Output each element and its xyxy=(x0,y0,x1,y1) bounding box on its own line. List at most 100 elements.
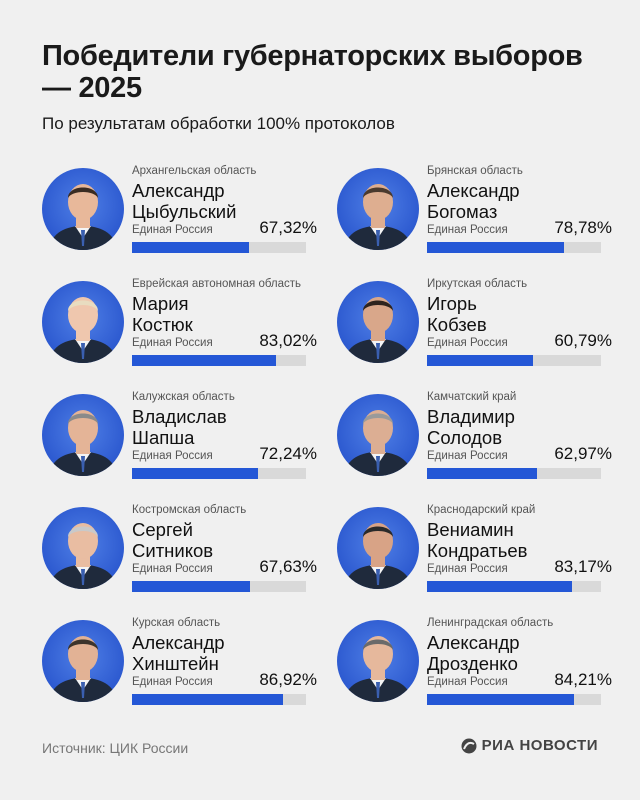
page-subtitle: По результатам обработки 100% протоколов xyxy=(42,114,395,133)
candidate-first-name: Владимир xyxy=(427,406,515,427)
result-card: Камчатский край Владимир Солодов Единая Рос… xyxy=(337,386,612,486)
candidate-last-name: Кобзев xyxy=(427,314,487,335)
candidate-photo xyxy=(337,507,419,589)
result-bar xyxy=(427,355,533,366)
percent-label: 83,17% xyxy=(554,557,612,576)
region-label: Калужская область xyxy=(132,391,235,403)
candidate-first-name: Александр xyxy=(132,632,225,653)
candidate-last-name: Ситников xyxy=(132,540,214,561)
region-label: Ленинградская область xyxy=(427,617,554,629)
brand-name: РИА НОВОСТИ xyxy=(481,737,598,754)
candidate-name: Александр Дрозденко xyxy=(427,632,627,674)
result-bar xyxy=(427,242,565,253)
candidate-first-name: Александр xyxy=(427,180,520,201)
party-label: Единая Россия xyxy=(427,224,508,236)
result-card: Краснодарский край Вениамин Кондратьев Един… xyxy=(337,499,612,599)
region-label: Иркутская область xyxy=(427,278,528,290)
party-label: Единая Россия xyxy=(132,224,213,236)
percent-label: 62,97% xyxy=(554,444,612,463)
candidate-first-name: Александр xyxy=(132,180,225,201)
result-card: Еврейская автономная область Мария Костюк Е… xyxy=(42,273,317,373)
party-label: Единая Россия xyxy=(427,563,508,575)
result-card: Костромская область Сергей Ситников Единая … xyxy=(42,499,317,599)
candidate-name: Александр Богомаз xyxy=(427,180,627,222)
percent-label: 78,78% xyxy=(554,218,612,237)
bar-track xyxy=(132,355,306,366)
candidate-name: Мария Костюк xyxy=(132,293,332,335)
candidate-first-name: Игорь xyxy=(427,293,477,314)
brand-logo: РИА НОВОСТИ xyxy=(461,737,598,754)
bar-track xyxy=(132,242,306,253)
candidate-name: Игорь Кобзев xyxy=(427,293,627,335)
result-bar xyxy=(132,468,258,479)
party-label: Единая Россия xyxy=(427,676,508,688)
candidate-last-name: Кондратьев xyxy=(427,540,528,561)
result-card: Иркутская область Игорь Кобзев Единая Росси… xyxy=(337,273,612,373)
result-card: Архангельская область Александр Цыбульский… xyxy=(42,160,317,260)
candidate-photo xyxy=(337,394,419,476)
candidate-first-name: Александр xyxy=(427,632,520,653)
bar-track xyxy=(427,581,601,592)
region-label: Еврейская автономная область xyxy=(132,278,302,290)
result-bar xyxy=(132,355,277,366)
candidate-photo xyxy=(337,620,419,702)
party-label: Единая Россия xyxy=(427,337,508,349)
party-label: Единая Россия xyxy=(427,450,508,462)
bar-track xyxy=(427,355,601,366)
candidate-photo xyxy=(42,281,124,363)
bar-track xyxy=(132,581,306,592)
page-title: Победители губернаторских выборов — 2025 xyxy=(42,40,583,104)
candidate-name: Александр Цыбульский xyxy=(132,180,332,222)
candidate-photo xyxy=(337,168,419,250)
percent-label: 60,79% xyxy=(554,331,612,350)
candidate-first-name: Вениамин xyxy=(427,519,514,540)
candidate-name: Вениамин Кондратьев xyxy=(427,519,627,561)
percent-label: 86,92% xyxy=(259,670,317,689)
bar-track xyxy=(132,468,306,479)
candidate-last-name: Дрозденко xyxy=(427,653,518,674)
result-bar xyxy=(427,694,574,705)
party-label: Единая Россия xyxy=(132,337,213,349)
candidate-name: Сергей Ситников xyxy=(132,519,332,561)
candidate-name: Владислав Шапша xyxy=(132,406,332,448)
result-bar xyxy=(427,581,572,592)
candidate-name: Владимир Солодов xyxy=(427,406,627,448)
candidate-last-name: Богомаз xyxy=(427,201,498,222)
ria-logo-icon xyxy=(461,738,477,753)
result-bar xyxy=(132,581,250,592)
result-bar xyxy=(427,468,537,479)
region-label: Архангельская область xyxy=(132,165,257,177)
candidate-first-name: Мария xyxy=(132,293,189,314)
percent-label: 72,24% xyxy=(259,444,317,463)
percent-label: 67,63% xyxy=(259,557,317,576)
region-label: Костромская область xyxy=(132,504,247,516)
candidate-last-name: Шапша xyxy=(132,427,195,448)
candidate-first-name: Сергей xyxy=(132,519,193,540)
percent-label: 83,02% xyxy=(259,331,317,350)
candidate-last-name: Хинштейн xyxy=(132,653,219,674)
result-bar xyxy=(132,694,284,705)
bar-track xyxy=(132,694,306,705)
result-card: Брянская область Александр Богомаз Единая Р… xyxy=(337,160,612,260)
region-label: Камчатский край xyxy=(427,391,517,403)
party-label: Единая Россия xyxy=(132,676,213,688)
region-label: Курская область xyxy=(132,617,221,629)
bar-track xyxy=(427,468,601,479)
result-bar xyxy=(132,242,250,253)
region-label: Краснодарский край xyxy=(427,504,536,516)
candidate-photo xyxy=(337,281,419,363)
candidate-photo xyxy=(42,620,124,702)
result-card: Калужская область Владислав Шапша Единая Ро… xyxy=(42,386,317,486)
bar-track xyxy=(427,694,601,705)
candidate-first-name: Владислав xyxy=(132,406,227,427)
percent-label: 84,21% xyxy=(554,670,612,689)
region-label: Брянская область xyxy=(427,165,523,177)
candidate-last-name: Костюк xyxy=(132,314,193,335)
candidate-photo xyxy=(42,394,124,476)
candidate-last-name: Цыбульский xyxy=(132,201,237,222)
candidate-photo xyxy=(42,168,124,250)
percent-label: 67,32% xyxy=(259,218,317,237)
bar-track xyxy=(427,242,601,253)
result-card: Ленинградская область Александр Дрозденко Е… xyxy=(337,612,612,712)
result-card: Курская область Александр Хинштейн Единая Р… xyxy=(42,612,317,712)
